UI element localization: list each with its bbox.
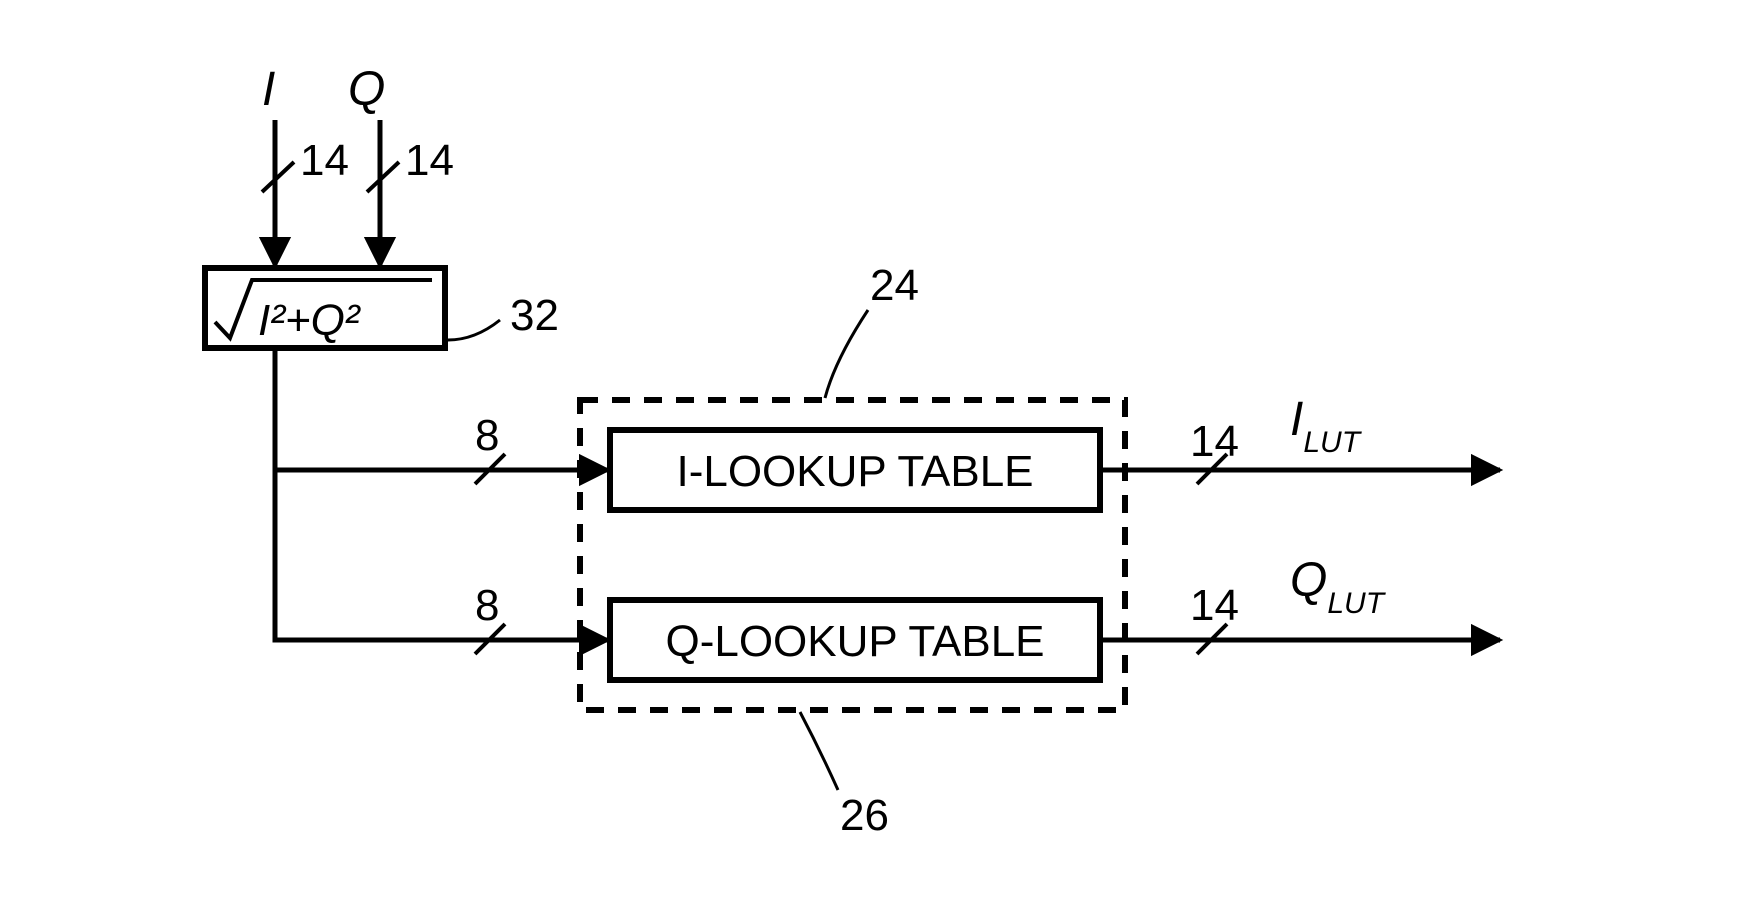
q-lut-output-label: QLUT: [1290, 554, 1387, 620]
i-lut-output-bits: 14: [1190, 417, 1239, 466]
input-Q-label: Q: [348, 63, 385, 116]
q-lut-output-bits: 14: [1190, 581, 1239, 630]
i-lut-output-label: ILUT: [1290, 393, 1363, 459]
q-lut-input-bits: 8: [475, 581, 499, 630]
i-lut-input-line: [275, 350, 608, 470]
input-Q-bits: 14: [405, 136, 454, 185]
magnitude-formula: I²+Q²: [258, 296, 361, 345]
input-I-label: I: [262, 63, 275, 116]
q-lut-label: Q-LOOKUP TABLE: [665, 617, 1044, 666]
lut-group-ref-bottom: 26: [840, 791, 889, 840]
input-I-bits: 14: [300, 136, 349, 185]
q-lut-input-line: [275, 470, 608, 640]
lut-group-ref-top: 24: [870, 261, 919, 310]
block-diagram-svg: I 14 Q 14 I²+Q² 32 24 26 8 I-LOOKUP TABLE 14 ILUT 8 Q…: [0, 0, 1741, 913]
i-lut-label: I-LOOKUP TABLE: [676, 447, 1033, 496]
magnitude-ref: 32: [510, 291, 559, 340]
i-lut-input-bits: 8: [475, 411, 499, 460]
